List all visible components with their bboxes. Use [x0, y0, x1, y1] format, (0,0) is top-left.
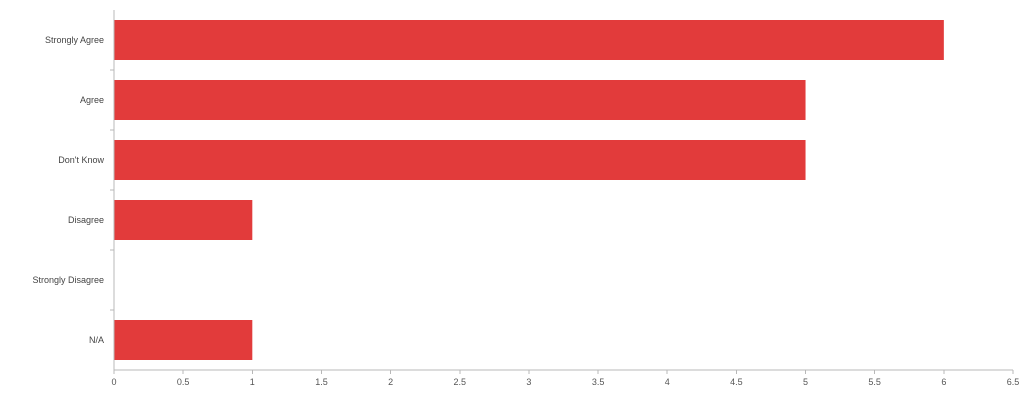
- bar-strongly-agree: [114, 20, 944, 60]
- x-axis-tick-labels: 0 0.5 1 1.5 2 2.5 3 3.5 4 4.5 5 5.5 6 6.5: [111, 377, 1019, 387]
- x-tick-label-1-5: 1.5: [315, 377, 328, 387]
- category-label-n-a: N/A: [89, 335, 104, 345]
- category-label-agree: Agree: [80, 95, 104, 105]
- x-tick-label-0-5: 0.5: [177, 377, 190, 387]
- x-tick-label-6-5: 6.5: [1007, 377, 1020, 387]
- x-tick-label-2: 2: [388, 377, 393, 387]
- bar-agree: [114, 80, 806, 120]
- bars-group: [114, 20, 944, 360]
- bar-disagree: [114, 200, 253, 240]
- x-tick-label-2-5: 2.5: [454, 377, 467, 387]
- x-tick-label-1: 1: [250, 377, 255, 387]
- category-label-strongly-agree: Strongly Agree: [45, 35, 104, 45]
- bar-don-t-know: [114, 140, 806, 180]
- category-label-don-t-know: Don't Know: [58, 155, 104, 165]
- x-axis-ticks: [113, 370, 1014, 374]
- bar-n-a: [114, 320, 253, 360]
- category-label-strongly-disagree: Strongly Disagree: [32, 275, 104, 285]
- x-tick-label-3-5: 3.5: [592, 377, 605, 387]
- category-labels: Strongly Agree Agree Don't Know Disagree Str…: [32, 35, 104, 345]
- category-label-disagree: Disagree: [68, 215, 104, 225]
- x-tick-label-5: 5: [803, 377, 808, 387]
- x-tick-label-0: 0: [111, 377, 116, 387]
- x-tick-label-4: 4: [665, 377, 670, 387]
- x-tick-label-4-5: 4.5: [730, 377, 743, 387]
- category-ticks: [110, 69, 114, 311]
- x-tick-label-3: 3: [526, 377, 531, 387]
- x-tick-label-5-5: 5.5: [868, 377, 881, 387]
- x-tick-label-6: 6: [941, 377, 946, 387]
